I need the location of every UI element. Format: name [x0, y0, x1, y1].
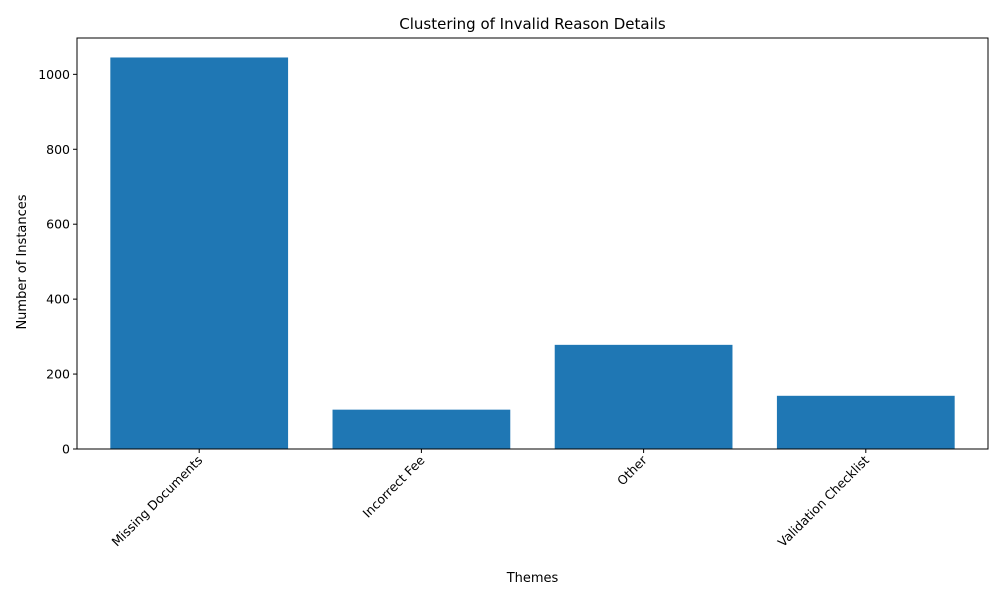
x-tick-label: Incorrect Fee [359, 452, 427, 520]
chart-title: Clustering of Invalid Reason Details [399, 15, 666, 33]
y-tick-label: 1000 [38, 67, 70, 82]
x-tick-label: Other [614, 452, 650, 488]
bar-validation-checklist [776, 395, 955, 449]
bar-missing-documents [110, 57, 289, 449]
y-axis-label: Number of Instances [15, 194, 30, 329]
y-tick-label: 200 [46, 367, 70, 382]
y-tick-label: 0 [62, 442, 70, 457]
x-tick-label: Validation Checklist [775, 452, 872, 549]
x-tick-label: Missing Documents [109, 453, 206, 550]
plot-frame [76, 37, 989, 450]
y-tick-label: 600 [46, 217, 70, 232]
y-tick-label: 400 [46, 292, 70, 307]
bar-incorrect-fee [332, 409, 511, 449]
bar-other [554, 344, 733, 449]
y-axis: 0 200 400 600 800 1000 [38, 67, 77, 457]
y-tick-label: 800 [46, 142, 70, 157]
bars-group [110, 57, 955, 449]
x-axis: Missing Documents Incorrect Fee Other Valid… [109, 449, 872, 550]
x-axis-label: Themes [506, 571, 559, 586]
